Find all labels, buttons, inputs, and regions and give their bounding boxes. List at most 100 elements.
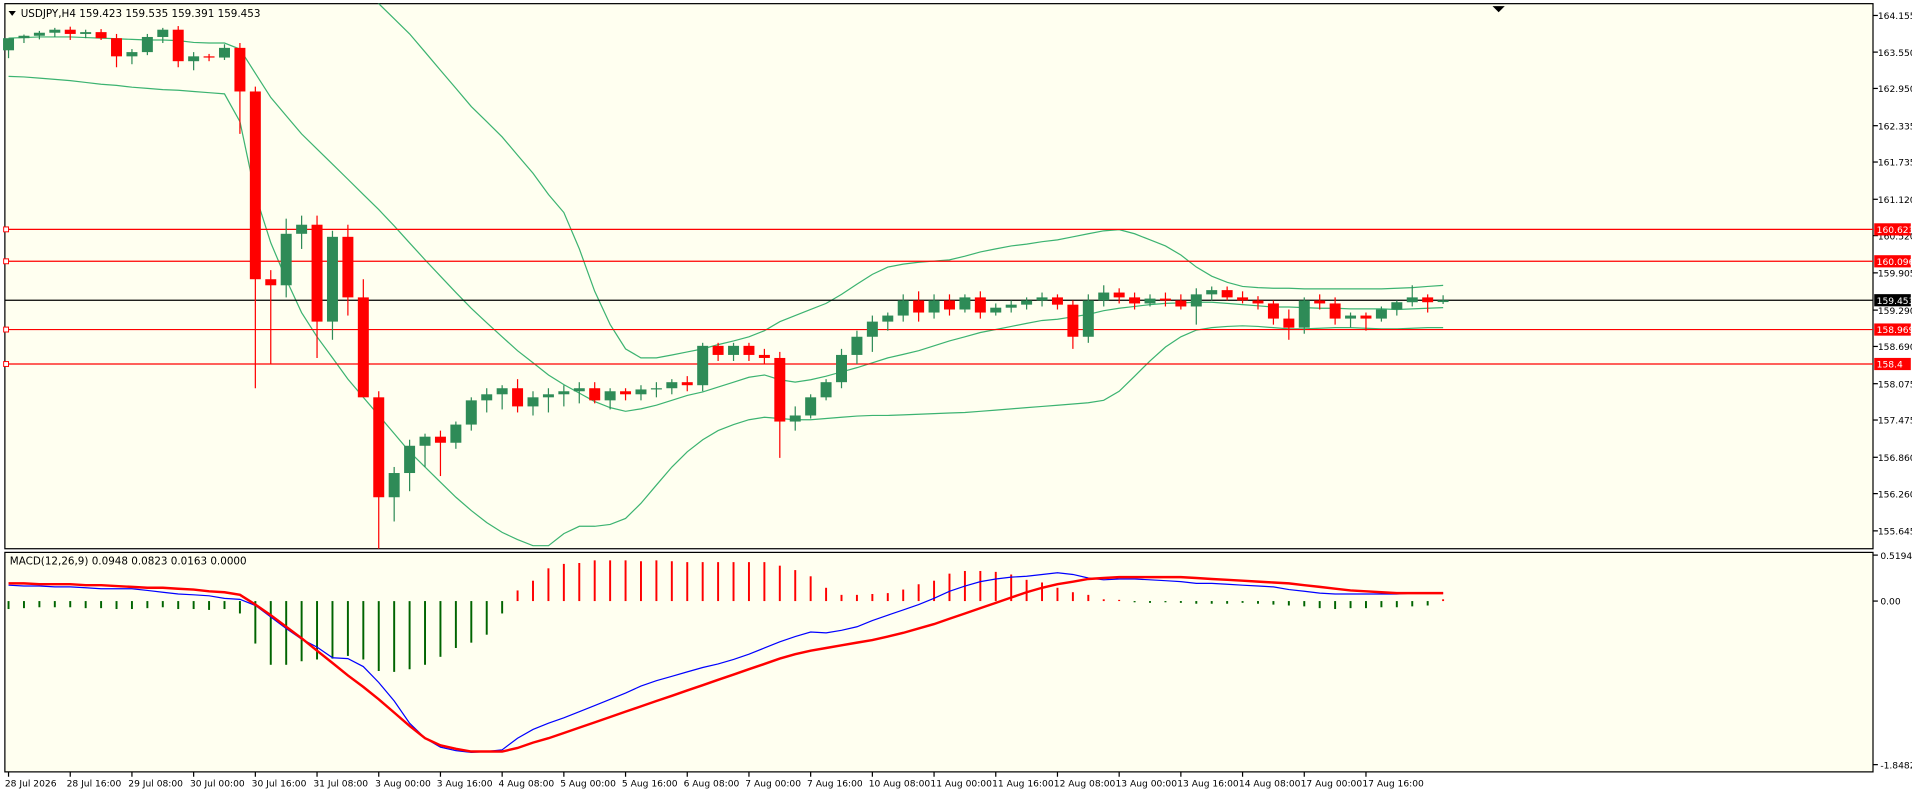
bearish-candle-body [1067, 304, 1079, 337]
time-tick-label: 4 Aug 08:00 [498, 780, 554, 790]
price-tick-label: 162.950 [1878, 85, 1912, 95]
bullish-candle-body [1437, 300, 1449, 303]
level-anchor-handle [3, 361, 10, 367]
bearish-candle-body [265, 279, 277, 286]
bullish-candle-body [450, 424, 462, 443]
bearish-candle-body [64, 29, 76, 34]
time-tick-label: 3 Aug 00:00 [375, 780, 431, 790]
bullish-candle-body [542, 394, 554, 398]
time-tick-label: 17 Aug 16:00 [1362, 780, 1424, 790]
bullish-candle-body [882, 315, 894, 322]
bullish-candle-body [280, 233, 292, 286]
bearish-candle-body [311, 224, 323, 322]
bullish-candle-body [928, 300, 940, 313]
price-tick-label: 157.475 [1878, 417, 1912, 427]
time-tick-label: 6 Aug 08:00 [684, 780, 740, 790]
dropdown-arrow-icon[interactable] [8, 10, 16, 16]
bullish-candle-body [820, 382, 832, 398]
bearish-candle-body [1283, 318, 1295, 328]
time-tick-label: 7 Aug 16:00 [807, 780, 863, 790]
price-level-label: 160.096 [1877, 258, 1912, 268]
bullish-candle-body [959, 297, 971, 310]
price-tick-label: 159.290 [1878, 307, 1912, 317]
bearish-candle-body [943, 300, 955, 310]
price-tick-label: 158.075 [1878, 380, 1912, 390]
bearish-candle-body [712, 345, 724, 355]
bullish-candle-body [728, 345, 740, 355]
bullish-candle-body [1144, 298, 1156, 304]
bullish-candle-body [1082, 300, 1094, 337]
bullish-candle-body [1021, 300, 1033, 305]
price-tick-label: 160.520 [1878, 232, 1912, 242]
bullish-candle-body [635, 389, 647, 395]
bullish-candle-body [527, 397, 539, 407]
price-level-label: 158.4 [1877, 361, 1903, 371]
level-anchor-handle [3, 226, 10, 233]
bullish-candle-body [1005, 304, 1017, 308]
bearish-candle-body [357, 297, 369, 398]
bearish-candle-body [1422, 297, 1434, 303]
price-tick-label: 161.735 [1878, 159, 1912, 169]
bullish-candle-body [80, 32, 92, 34]
current-price-badge [1874, 294, 1911, 307]
bullish-candle-body [558, 391, 570, 395]
bullish-candle-body [496, 388, 508, 395]
macd-header: MACD(12,26,9) 0.0948 0.0823 0.0163 0.000… [10, 556, 247, 568]
price-axis: 164.155 163.550 162.950 162.335 161.735 161.1… [1872, 12, 1912, 538]
bullish-candle-body [49, 29, 61, 33]
bullish-candle-body [666, 382, 678, 389]
bullish-candle-body [990, 307, 1002, 313]
price-level-label: 158.969 [1877, 326, 1912, 336]
bullish-candle-body [1375, 309, 1387, 319]
bullish-candle-body [1190, 294, 1202, 307]
bearish-candle-body [1237, 297, 1249, 301]
bullish-candle-body [697, 345, 709, 386]
price-tick-label: 155.645 [1878, 528, 1912, 538]
time-tick-label: 30 Jul 00:00 [190, 780, 245, 790]
bullish-candle-body [404, 445, 416, 474]
current-price-label: 159.453 [1877, 297, 1912, 307]
shift-marker-icon[interactable] [1492, 6, 1505, 13]
bullish-candle-body [1098, 292, 1110, 301]
macd-pane[interactable] [4, 551, 1874, 773]
bearish-candle-body [1129, 297, 1141, 304]
bearish-candle-body [1314, 300, 1326, 304]
bullish-candle-body [897, 300, 909, 316]
time-tick-label: 12 Aug 08:00 [1054, 780, 1116, 790]
bullish-candle-body [219, 47, 230, 58]
bullish-candle-body [141, 36, 153, 53]
bullish-candle-body [1206, 290, 1218, 295]
price-tick-label: 158.690 [1878, 343, 1912, 353]
level-anchor-handle [3, 258, 10, 265]
bollinger-upper-line [377, 3, 1444, 359]
price-level-badge [1874, 223, 1911, 236]
price-tick-label: 163.550 [1878, 49, 1912, 59]
bearish-candle-body [1159, 298, 1171, 301]
bollinger-bands [8, 3, 1444, 547]
bullish-candle-body [465, 400, 477, 425]
price-tick-label: 156.260 [1878, 490, 1912, 500]
bearish-candle-body [589, 388, 601, 401]
macd-main-line [8, 572, 1444, 753]
bullish-candle-body [573, 388, 585, 392]
macd-tick-label: 0.00 [1880, 598, 1901, 608]
price-tick-label: 156.860 [1878, 454, 1912, 464]
bearish-candle-body [512, 388, 524, 407]
bearish-candle-body [342, 236, 354, 298]
bearish-candle-body [234, 47, 246, 92]
bearish-candle-body [373, 397, 385, 498]
bullish-candle-body [1298, 300, 1310, 328]
bullish-candle-body [1406, 297, 1418, 303]
time-tick-label: 10 Aug 08:00 [869, 780, 931, 790]
time-tick-label: 31 Jul 08:00 [313, 780, 368, 790]
bullish-candle-body [1036, 297, 1048, 301]
bearish-candle-body [249, 91, 261, 280]
time-tick-label: 29 Jul 08:00 [128, 780, 183, 790]
macd-tick-label: 0.5194 [1880, 552, 1912, 562]
bearish-candle-body [913, 300, 925, 313]
candlesticks [3, 26, 1449, 549]
bearish-candle-body [172, 29, 184, 62]
time-tick-label: 3 Aug 16:00 [437, 780, 493, 790]
